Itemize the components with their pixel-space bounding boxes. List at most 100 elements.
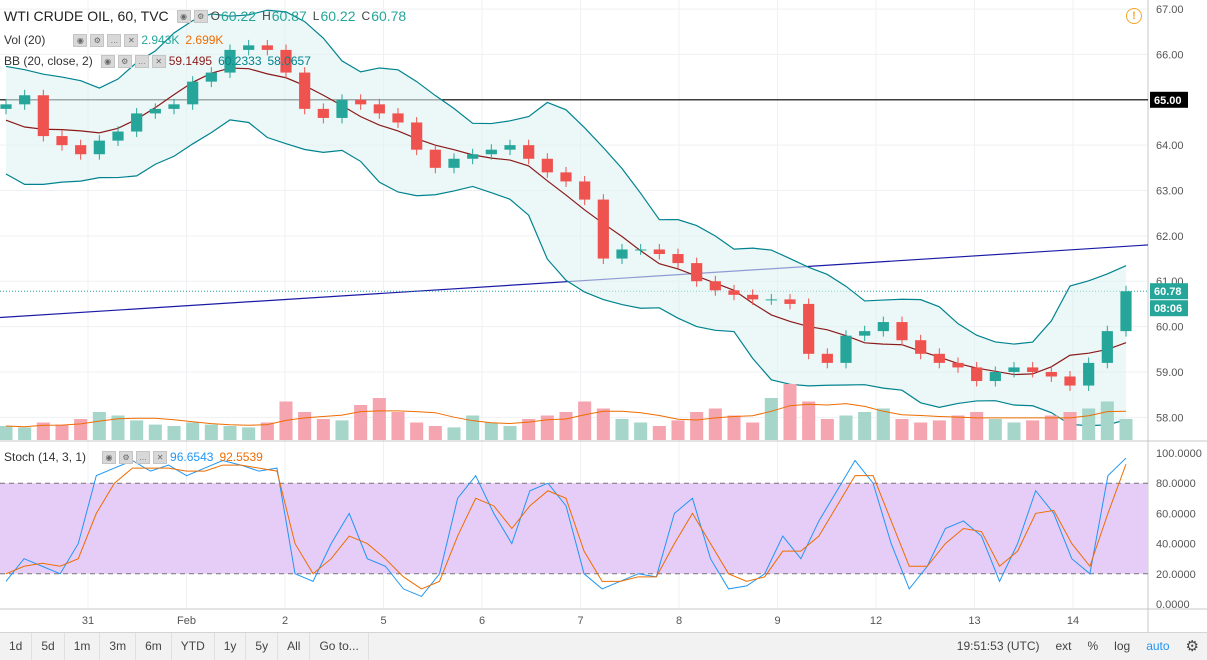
clock: 19:51:53 (UTC) (956, 639, 1040, 653)
candle-body (429, 149, 441, 168)
volume-legend[interactable]: Vol (20) ◉ ⚙… ✕ 2.943K 2.699K (4, 33, 229, 47)
chart-canvas[interactable]: 67.0066.0065.0064.0063.0062.0061.0060.00… (0, 0, 1207, 632)
candle-body (373, 104, 385, 114)
bb-fill (6, 10, 1126, 426)
bottom-toolbar: 1d 5d 1m 3m 6m YTD 1y 5y All Go to... 19… (0, 632, 1207, 660)
volume-bar (0, 426, 13, 440)
volume-ma-line (5, 403, 1127, 428)
volume-bar (223, 426, 237, 440)
candle-body (224, 49, 236, 73)
time-tick-label: 6 (479, 615, 485, 627)
volume-bar (1007, 422, 1021, 440)
candle-body (1120, 291, 1132, 332)
volume-bar (36, 422, 50, 440)
candle-body (317, 108, 329, 118)
stoch-tick-label: 40.0000 (1156, 539, 1196, 551)
volume-bar (1100, 401, 1114, 440)
volume-bar (746, 422, 760, 440)
gear-icon[interactable]: ⚙ (1185, 638, 1199, 655)
settings-icon[interactable]: ⚙ (119, 450, 134, 464)
candle-body (19, 95, 31, 105)
timeframe-5d[interactable]: 5d (32, 633, 65, 660)
volume-bar (895, 419, 909, 440)
candle-body (989, 371, 1001, 382)
volume-bar (410, 422, 424, 440)
eye-icon[interactable]: ◉ (73, 33, 88, 47)
ext-toggle[interactable]: ext (1055, 639, 1072, 653)
candle-body (131, 113, 143, 132)
volume-bar (578, 401, 592, 440)
candle-body (616, 249, 628, 259)
eye-icon[interactable]: ◉ (100, 54, 115, 68)
candle-body (579, 181, 591, 200)
stoch-band (0, 483, 1148, 574)
volume-bar (1063, 412, 1077, 440)
volume-bar (148, 424, 162, 440)
candle-body (672, 254, 684, 264)
volume-bar (522, 419, 536, 440)
settings-icon[interactable]: ⚙ (193, 9, 208, 23)
log-toggle[interactable]: log (1114, 639, 1131, 653)
candle-body (1083, 362, 1095, 386)
bb-legend[interactable]: BB (20, close, 2) ◉ ⚙… ✕ 59.1495 60.2333 5… (4, 54, 317, 68)
goto-button[interactable]: Go to... (310, 633, 369, 660)
ohlc-high-label: H (262, 9, 271, 23)
candle-body (859, 331, 871, 336)
timeframe-1y[interactable]: 1y (215, 633, 247, 660)
more-icon[interactable]: … (134, 54, 149, 68)
candle-body (392, 113, 404, 123)
volume-bar (92, 412, 106, 440)
volume-bar (74, 419, 88, 440)
volume-bar (839, 415, 853, 440)
stoch-legend[interactable]: Stoch (14, 3, 1) ◉ ⚙… ✕ 96.6543 92.5539 (4, 450, 269, 464)
close-icon[interactable]: ✕ (153, 450, 168, 464)
volume-bar (260, 422, 274, 440)
candle-body (821, 353, 833, 363)
time-tick-label: 13 (968, 615, 980, 627)
settings-icon[interactable]: ⚙ (90, 33, 105, 47)
time-tick-label: 14 (1067, 615, 1079, 627)
alert-icon[interactable]: ! (1126, 8, 1142, 24)
timeframe-all[interactable]: All (278, 633, 311, 660)
volume-bar (428, 426, 442, 440)
bb-lower-value: 58.0657 (267, 54, 311, 68)
ohlc-open-label: O (210, 9, 221, 23)
time-tick-label: 7 (577, 615, 583, 627)
close-icon[interactable]: ✕ (124, 33, 139, 47)
timeframe-1m[interactable]: 1m (65, 633, 101, 660)
candle-body (1101, 331, 1113, 363)
candle-body (37, 95, 49, 137)
close-icon[interactable]: ✕ (151, 54, 166, 68)
timeframe-6m[interactable]: 6m (136, 633, 172, 660)
volume-bar (242, 427, 256, 440)
timeframe-3m[interactable]: 3m (100, 633, 137, 660)
more-icon[interactable]: … (136, 450, 151, 464)
volume-bar (596, 408, 610, 440)
eye-icon[interactable]: ◉ (102, 450, 117, 464)
stoch-d-value: 92.5539 (219, 450, 263, 464)
stoch-d-line (5, 464, 1127, 590)
price-badge-label: 65.00 (1154, 95, 1182, 107)
eye-icon[interactable]: ◉ (176, 9, 191, 23)
stoch-tick-label: 100.0000 (1156, 448, 1202, 460)
bb-lower-line (5, 119, 1127, 427)
auto-toggle[interactable]: auto (1146, 639, 1170, 653)
candle-body (261, 45, 273, 50)
more-icon[interactable]: … (107, 33, 122, 47)
volume-bar (970, 412, 984, 440)
timeframe-ytd[interactable]: YTD (172, 633, 215, 660)
volume-bar (690, 412, 704, 440)
timeframe-5y[interactable]: 5y (246, 633, 279, 660)
candle-body (187, 81, 199, 105)
percent-toggle[interactable]: % (1087, 639, 1099, 653)
stoch-tick-label: 80.0000 (1156, 478, 1196, 490)
price-tick-label: 63.00 (1156, 186, 1184, 198)
candle-body (597, 199, 609, 259)
volume-bar (111, 415, 125, 440)
settings-icon[interactable]: ⚙ (117, 54, 132, 68)
chart-area[interactable]: 67.0066.0065.0064.0063.0062.0061.0060.00… (0, 0, 1207, 632)
timeframe-1d[interactable]: 1d (0, 633, 33, 660)
volume-indicator-name: Vol (20) (4, 33, 46, 47)
candle-body (728, 290, 740, 295)
candle-body (709, 281, 721, 291)
